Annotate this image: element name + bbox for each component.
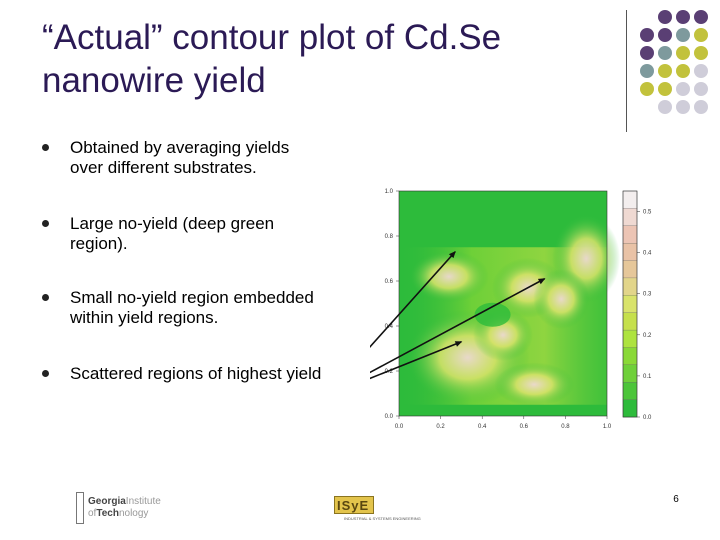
colorbar-level: [622, 364, 638, 383]
isye-logo-text: ISyE: [337, 498, 370, 513]
decorative-dot: [658, 46, 672, 60]
annotation-arrow: [370, 341, 463, 380]
plot-frame: [398, 190, 608, 417]
decorative-dot: [658, 82, 672, 96]
decorative-dot: [640, 28, 654, 42]
annotation-arrow: [370, 251, 456, 349]
decorative-dot: [676, 10, 690, 24]
bullet-line: over different substrates.: [70, 158, 257, 177]
colorbar-frame: [622, 190, 638, 418]
georgia-tech-logo-word: nology: [118, 508, 149, 519]
contour-peak: [494, 362, 575, 407]
colorbar-level: [622, 190, 638, 209]
colorbar-level: [622, 208, 638, 227]
decorative-dot: [676, 100, 690, 114]
x-tick-label: 0.0: [395, 424, 404, 430]
colorbar-level: [622, 295, 638, 314]
decorative-dot: [694, 10, 708, 24]
isye-logo-mark: ISyE: [334, 496, 374, 514]
decorative-dot: [694, 28, 708, 42]
slide-title-line-2: nanowire yield: [42, 61, 266, 100]
bullet-line: Obtained by averaging yields: [70, 138, 290, 157]
bullet-dot-icon: [42, 294, 49, 301]
colorbar-tick-label: 0.1: [643, 374, 652, 380]
georgia-tech-logo: GeorgiaInstitute ofTechnology: [76, 492, 186, 526]
bullet-dot-icon: [42, 144, 49, 151]
x-tick-label: 0.4: [478, 424, 487, 430]
title-divider: [626, 10, 627, 132]
contour-peak: [408, 250, 489, 303]
colorbar-level: [622, 312, 638, 331]
x-tick-label: 0.2: [436, 424, 445, 430]
colorbar-tick-label: 0.3: [643, 292, 652, 298]
bullet-text: Large no-yield (deep green region).: [70, 214, 380, 254]
decorative-dot: [658, 100, 672, 114]
georgia-tech-logo-line-2: ofTechnology: [88, 508, 148, 519]
x-tick-label: 1.0: [603, 424, 612, 430]
colorbar-tick-label: 0.2: [643, 333, 652, 339]
decorative-dot: [676, 64, 690, 78]
decorative-dot: [640, 64, 654, 78]
colorbar-level: [622, 260, 638, 279]
bullet-line: Small no-yield region embedded: [70, 288, 314, 307]
slide-title: “Actual” contour plot of Cd.Se nanowire …: [42, 16, 622, 102]
x-tick-label: 0.8: [561, 424, 570, 430]
decorative-dot: [658, 64, 672, 78]
decorative-dot: [676, 28, 690, 42]
contour-peak: [533, 269, 590, 329]
georgia-tech-logo-word: Tech: [96, 508, 119, 519]
colorbar-level: [622, 329, 638, 348]
decorative-dot: [640, 46, 654, 60]
bullet-text: Obtained by averaging yields over differ…: [70, 138, 380, 178]
colorbar-level: [622, 382, 638, 400]
decorative-dot: [658, 28, 672, 42]
bullet-line: within yield regions.: [70, 308, 219, 327]
colorbar-level: [622, 277, 638, 296]
decorative-dot: [694, 46, 708, 60]
contour-plot: 1.00.80.60.40.20.00.00.20.40.60.81.00.50…: [370, 189, 652, 430]
georgia-tech-logo-word: Institute: [125, 496, 161, 507]
isye-logo-subtitle: INDUSTRIAL & SYSTEMS ENGINEERING: [344, 516, 421, 521]
bullet-line: Large no-yield (deep green: [70, 214, 275, 233]
y-tick-label: 1.0: [385, 189, 394, 195]
georgia-tech-logo-word: Georgia: [88, 496, 126, 507]
y-tick-label: 0.2: [385, 369, 394, 375]
colorbar-level: [622, 347, 638, 366]
colorbar-tick-label: 0.4: [643, 251, 652, 257]
decorative-dot: [676, 82, 690, 96]
x-tick-label: 0.6: [520, 424, 529, 430]
slide-title-line-1: “Actual” contour plot of Cd.Se: [42, 18, 502, 57]
decorative-dot: [676, 46, 690, 60]
decorative-dot: [694, 100, 708, 114]
decorative-dot: [640, 82, 654, 96]
y-tick-label: 0.6: [385, 279, 394, 285]
bullet-dot-icon: [42, 370, 49, 377]
georgia-tech-tower-icon: [76, 492, 84, 524]
y-tick-label: 0.0: [385, 414, 394, 420]
colorbar-level: [622, 399, 638, 418]
georgia-tech-logo-word: of: [88, 508, 97, 519]
annotation-arrow: [370, 278, 546, 374]
colorbar-level: [622, 243, 638, 261]
colorbar-tick-label: 0.0: [643, 415, 652, 421]
decorative-dot: [694, 82, 708, 96]
bullet-dot-icon: [42, 220, 49, 227]
bullet-text: Small no-yield region embedded within yi…: [70, 288, 380, 328]
y-tick-label: 0.4: [385, 324, 394, 330]
bullet-line: region).: [70, 234, 128, 253]
georgia-tech-logo-line-1: GeorgiaInstitute: [88, 496, 161, 507]
bullet-line: Scattered regions of highest yield: [70, 364, 322, 383]
decorative-dot: [694, 64, 708, 78]
isye-logo: ISyE INDUSTRIAL & SYSTEMS ENGINEERING: [334, 496, 424, 522]
y-tick-label: 0.8: [385, 234, 394, 240]
colorbar-level: [622, 225, 638, 244]
bullet-text: Scattered regions of highest yield: [70, 364, 380, 384]
decorative-dot: [658, 10, 672, 24]
colorbar-tick-label: 0.5: [643, 210, 652, 216]
no-yield-region: [474, 302, 511, 327]
page-number: 6: [673, 494, 679, 505]
